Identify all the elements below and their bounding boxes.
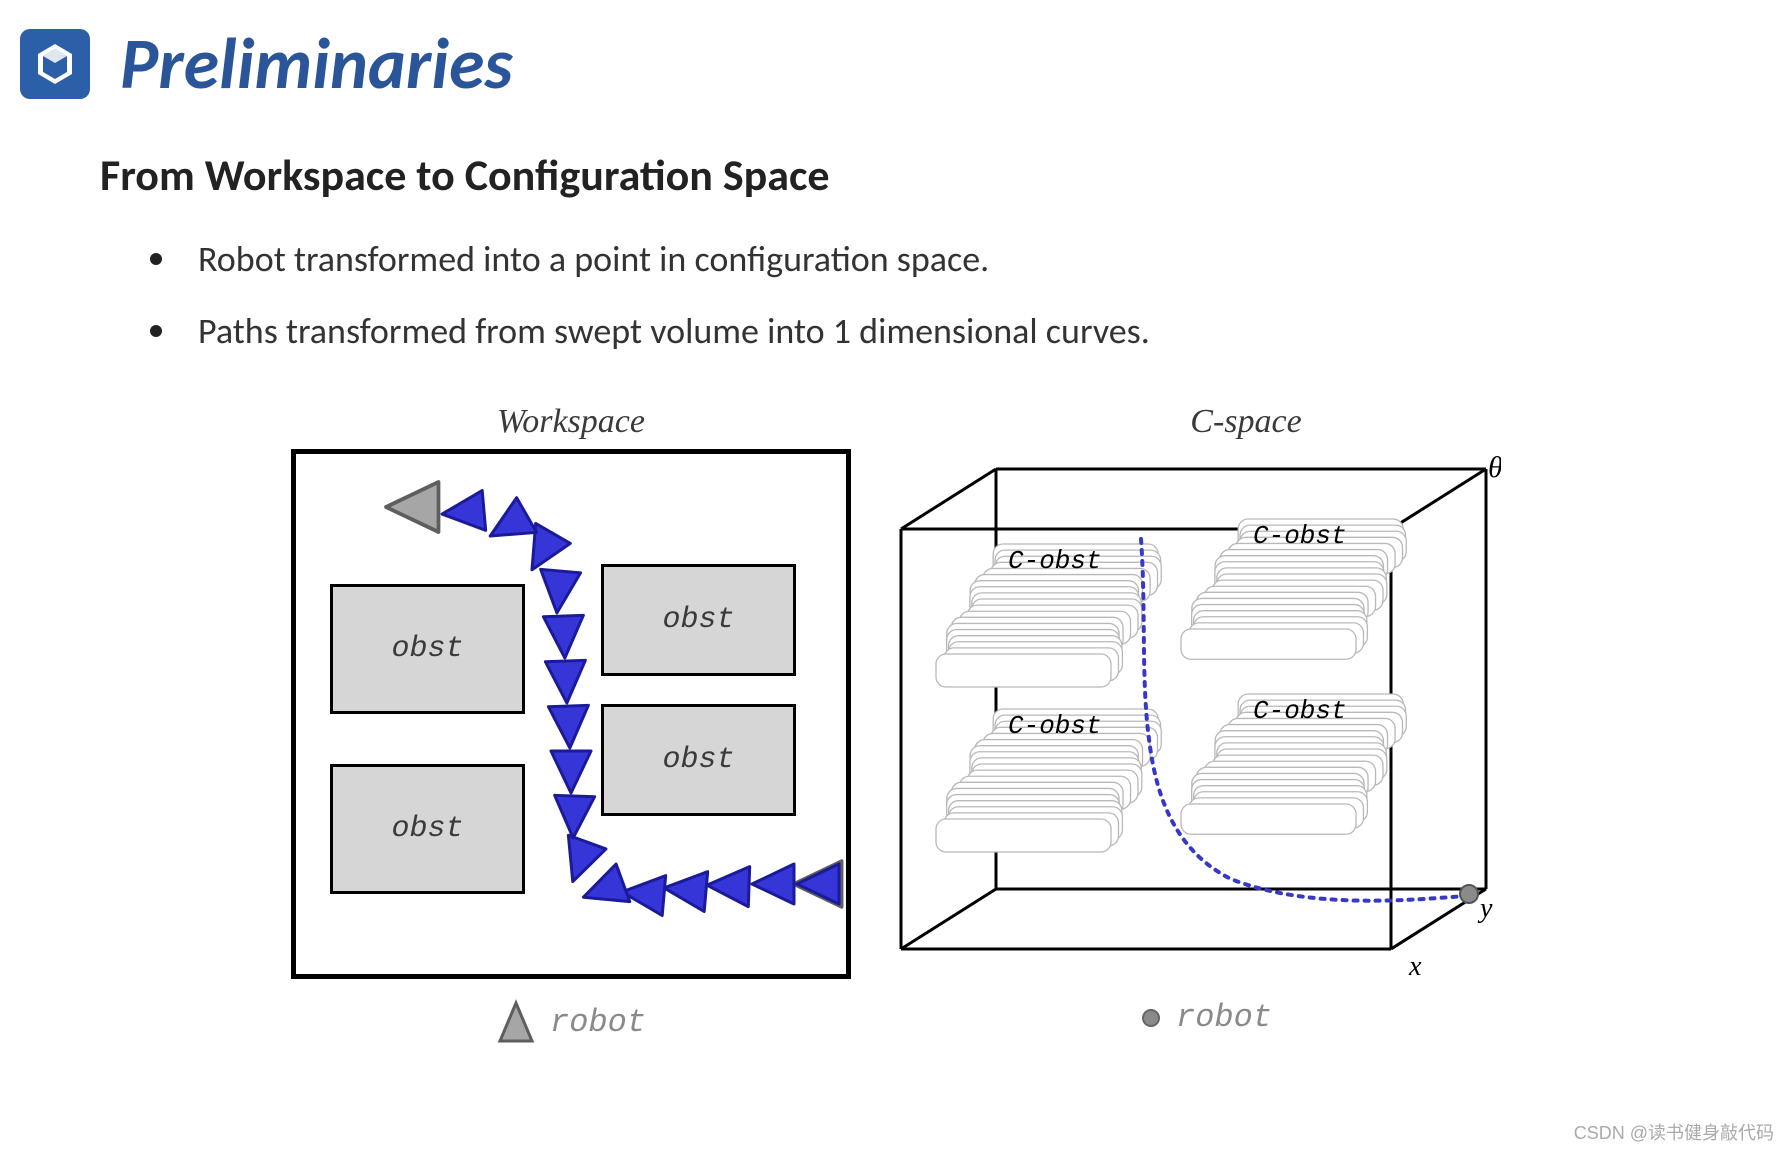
bullet-dot-icon	[150, 253, 162, 265]
workspace-title: Workspace	[497, 403, 645, 441]
workspace-box: obstobstobstobst	[291, 449, 851, 979]
robot-triangle-icon	[496, 999, 536, 1045]
cspace-svg: θ y x C-obst C-obst C-obst C-obst	[891, 449, 1501, 979]
bullet-item: Paths transformed from swept volume into…	[150, 309, 1692, 353]
svg-text:C-obst: C-obst	[1253, 521, 1347, 551]
svg-text:C-obst: C-obst	[1008, 546, 1102, 576]
svg-text:θ: θ	[1488, 451, 1501, 484]
cspace-box: θ y x C-obst C-obst C-obst C-obst	[891, 449, 1501, 979]
diagrams-row: Workspace obstobstobstobst robot C-space…	[100, 403, 1692, 1045]
svg-text:x: x	[1408, 951, 1422, 979]
content-area: From Workspace to Configuration Space Ro…	[0, 108, 1792, 1045]
bullet-list: Robot transformed into a point in config…	[100, 237, 1692, 353]
subtitle: From Workspace to Configuration Space	[100, 148, 1692, 202]
workspace-diagram: Workspace obstobstobstobst robot	[291, 403, 851, 1045]
cspace-diagram: C-space θ y x C-obst C-obst C-obst C-obst robo…	[891, 403, 1501, 1045]
workspace-legend: robot	[496, 999, 646, 1045]
page-title: Preliminaries	[120, 20, 513, 108]
svg-text:y: y	[1477, 893, 1493, 924]
bullet-item: Robot transformed into a point in config…	[150, 237, 1692, 281]
robot-dot-icon	[1140, 1007, 1162, 1029]
logo-icon	[20, 29, 90, 99]
workspace-legend-label: robot	[550, 1004, 646, 1041]
cspace-legend: robot	[1140, 999, 1272, 1036]
header: Preliminaries	[0, 0, 1792, 108]
watermark: CSDN @读书健身敲代码	[1574, 1119, 1774, 1145]
svg-text:C-obst: C-obst	[1253, 696, 1347, 726]
bullet-dot-icon	[150, 325, 162, 337]
bullet-text: Paths transformed from swept volume into…	[198, 309, 1150, 353]
workspace-sweep-svg	[296, 454, 856, 984]
svg-text:C-obst: C-obst	[1008, 711, 1102, 741]
cspace-title: C-space	[1190, 403, 1301, 441]
cspace-legend-label: robot	[1176, 999, 1272, 1036]
bullet-text: Robot transformed into a point in config…	[198, 237, 989, 281]
